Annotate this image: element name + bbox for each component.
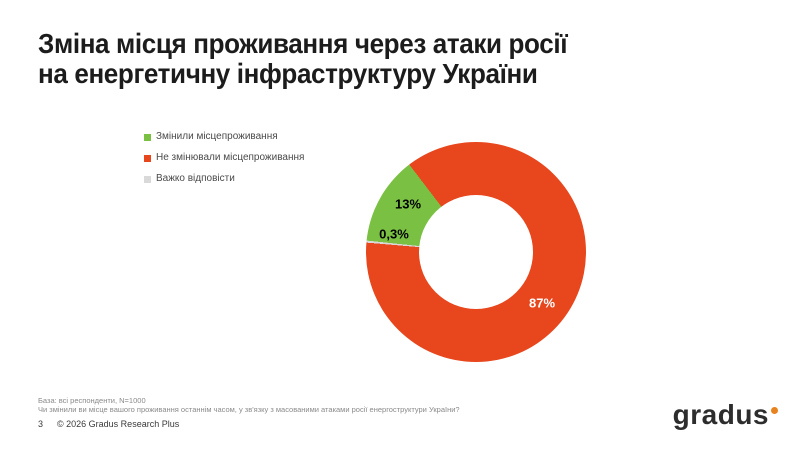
page-number: 3 bbox=[38, 419, 44, 429]
legend-swatch-red bbox=[144, 154, 151, 162]
legend-swatch-gray bbox=[144, 175, 151, 183]
gradus-logo-dot-icon bbox=[771, 407, 778, 414]
slice-label-changed: 13% bbox=[394, 196, 422, 212]
page-title: Зміна місця проживання через атаки росії… bbox=[38, 28, 568, 89]
footnote-question: Чи змінили ви місце вашого проживання ос… bbox=[38, 405, 460, 414]
legend-item-changed: Змінили місцепроживання bbox=[144, 131, 304, 143]
page-title-line1: Зміна місця проживання через атаки росії bbox=[38, 28, 568, 59]
slice-label-hard-to-answer: 0,3% bbox=[379, 226, 409, 242]
slice-label-not-changed: 87% bbox=[528, 295, 556, 311]
legend-label: Змінили місцепроживання bbox=[156, 131, 278, 142]
legend-item-not-changed: Не змінювали місцепроживання bbox=[144, 152, 304, 164]
page-title-line2: на енергетичну інфраструктуру України bbox=[38, 58, 538, 89]
gradus-logo: gradus bbox=[673, 400, 778, 430]
copyright: © 2026 Gradus Research Plus bbox=[57, 419, 180, 429]
donut-hole bbox=[419, 195, 533, 309]
chart-legend: Змінили місцепроживання Не змінювали міс… bbox=[144, 131, 304, 185]
gradus-logo-text: gradus bbox=[672, 399, 769, 430]
legend-label: Важко відповісти bbox=[156, 173, 235, 184]
donut-chart: 13% 0,3% 87% bbox=[366, 142, 586, 362]
footnote-base: База: всі респонденти, N=1000 bbox=[38, 396, 146, 405]
legend-label: Не змінювали місцепроживання bbox=[156, 152, 305, 163]
legend-swatch-green bbox=[144, 133, 151, 141]
page-footer: 3 © 2026 Gradus Research Plus bbox=[38, 419, 179, 429]
legend-item-hard-to-answer: Важко відповісти bbox=[144, 173, 304, 185]
footnote: База: всі респонденти, N=1000 Чи змінили… bbox=[38, 396, 460, 414]
